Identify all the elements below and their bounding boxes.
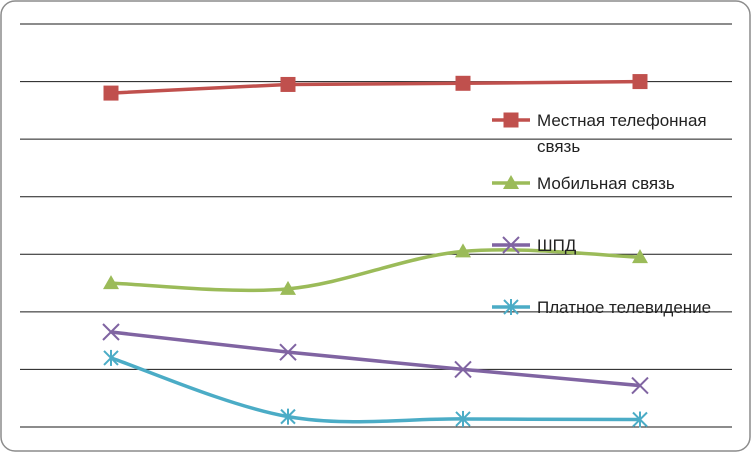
data-point: [632, 74, 648, 90]
legend-label: Платное телевидение: [537, 298, 711, 317]
data-point: [103, 275, 119, 290]
legend-item: Мобильная связь: [492, 174, 675, 193]
legend-label: Мобильная связь: [537, 174, 675, 193]
data-point: [103, 85, 119, 101]
data-point: [455, 410, 471, 427]
data-point: [455, 75, 471, 91]
series-line: [110, 248, 641, 293]
series-1: [103, 74, 648, 101]
data-point: [632, 411, 648, 428]
series-3: [102, 323, 649, 395]
legend-label: Местная телефонная связь: [537, 111, 707, 156]
data-point: [631, 376, 649, 395]
legend-marker: [502, 236, 520, 254]
legend-marker: [503, 299, 519, 315]
legend: Местная телефонная связь Мобильная связь ШП…: [492, 111, 711, 317]
data-point: [280, 76, 296, 92]
legend-label: ШПД: [537, 236, 577, 255]
series-2: [103, 243, 648, 295]
data-point: [632, 249, 648, 264]
legend-item: Платное телевидение: [492, 298, 711, 317]
data-point: [280, 280, 296, 295]
legend-item: Местная телефонная связь: [492, 111, 707, 156]
legend-marker: [503, 112, 519, 128]
series-4: [103, 349, 648, 428]
legend-marker: [503, 175, 519, 189]
legend-item: ШПД: [492, 236, 577, 255]
data-point: [454, 360, 472, 379]
series-line: [110, 330, 641, 388]
data-point: [102, 323, 120, 341]
data-point: [279, 343, 297, 361]
data-point: [455, 243, 471, 258]
series-line: [110, 79, 641, 95]
data-point: [103, 349, 119, 366]
series-line: [110, 356, 641, 424]
data-point: [280, 408, 296, 425]
series-group: [102, 74, 649, 428]
